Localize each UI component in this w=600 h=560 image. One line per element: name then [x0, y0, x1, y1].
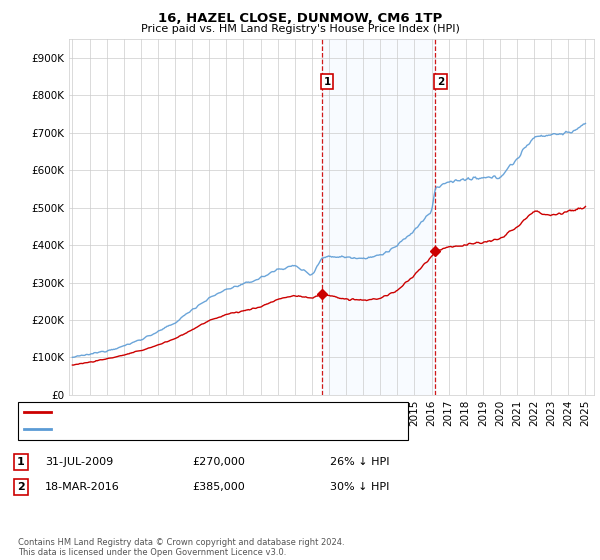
Text: Contains HM Land Registry data © Crown copyright and database right 2024.
This d: Contains HM Land Registry data © Crown c…	[18, 538, 344, 557]
Text: 16, HAZEL CLOSE, DUNMOW, CM6 1TP (detached house): 16, HAZEL CLOSE, DUNMOW, CM6 1TP (detach…	[55, 407, 333, 417]
Text: 1: 1	[323, 77, 331, 87]
Text: 18-MAR-2016: 18-MAR-2016	[45, 482, 120, 492]
Text: 2: 2	[437, 77, 444, 87]
Text: Price paid vs. HM Land Registry's House Price Index (HPI): Price paid vs. HM Land Registry's House …	[140, 24, 460, 34]
Text: 31-JUL-2009: 31-JUL-2009	[45, 457, 113, 467]
Text: 1: 1	[17, 457, 25, 467]
Text: 2: 2	[17, 482, 25, 492]
Text: £270,000: £270,000	[192, 457, 245, 467]
Text: 16, HAZEL CLOSE, DUNMOW, CM6 1TP: 16, HAZEL CLOSE, DUNMOW, CM6 1TP	[158, 12, 442, 25]
Text: 30% ↓ HPI: 30% ↓ HPI	[330, 482, 389, 492]
Text: HPI: Average price, detached house, Uttlesford: HPI: Average price, detached house, Uttl…	[55, 424, 284, 434]
Text: 26% ↓ HPI: 26% ↓ HPI	[330, 457, 389, 467]
Text: £385,000: £385,000	[192, 482, 245, 492]
Bar	[322, 39, 435, 395]
